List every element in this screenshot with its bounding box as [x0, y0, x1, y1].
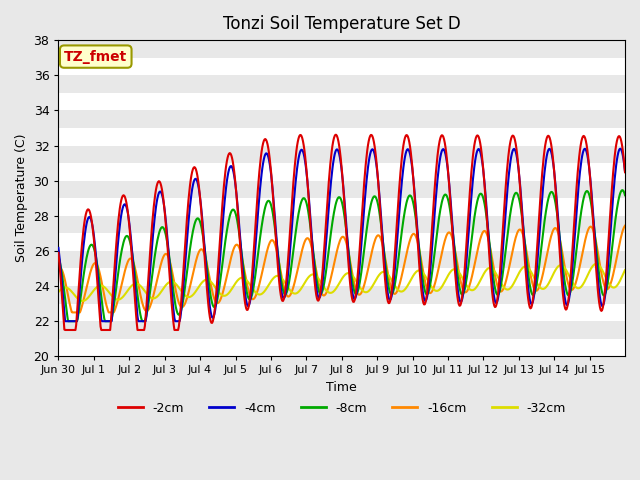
Legend: -2cm, -4cm, -8cm, -16cm, -32cm: -2cm, -4cm, -8cm, -16cm, -32cm [113, 396, 571, 420]
X-axis label: Time: Time [326, 381, 357, 394]
Text: TZ_fmet: TZ_fmet [64, 49, 127, 63]
Bar [58, 233, 625, 251]
Bar [58, 198, 625, 216]
Bar [58, 268, 625, 286]
Bar [58, 93, 625, 110]
Bar [58, 163, 625, 180]
Bar [58, 128, 625, 145]
Y-axis label: Soil Temperature (C): Soil Temperature (C) [15, 134, 28, 263]
Bar [58, 304, 625, 321]
Bar [58, 339, 625, 356]
Title: Tonzi Soil Temperature Set D: Tonzi Soil Temperature Set D [223, 15, 461, 33]
Bar [58, 58, 625, 75]
